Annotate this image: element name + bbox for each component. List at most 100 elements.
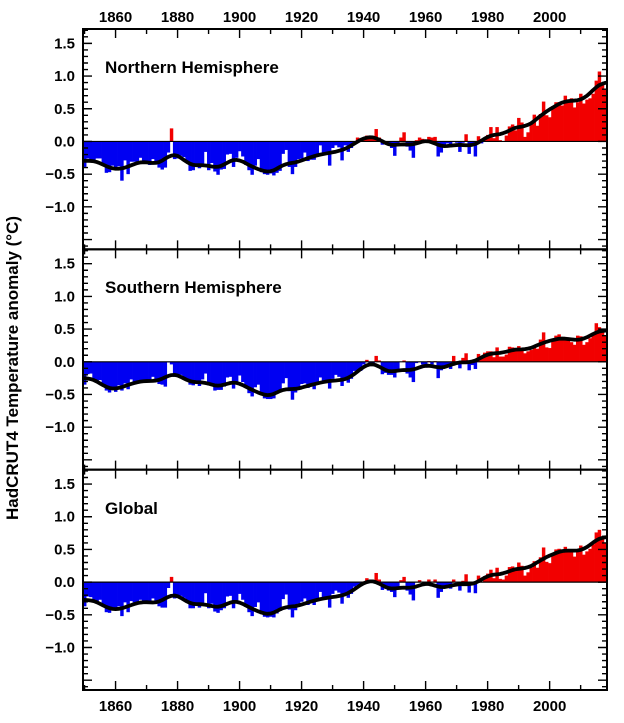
bar xyxy=(532,346,537,362)
bar xyxy=(300,582,304,602)
bar xyxy=(535,125,540,142)
bar xyxy=(250,141,254,175)
bar xyxy=(101,361,106,386)
bar xyxy=(433,136,437,142)
bar xyxy=(83,582,87,607)
bar xyxy=(430,137,434,142)
bar xyxy=(194,141,199,165)
bar xyxy=(83,361,87,385)
bar xyxy=(554,549,558,583)
bar xyxy=(417,137,422,142)
bar xyxy=(92,582,96,600)
bar xyxy=(318,361,323,378)
bar xyxy=(296,141,301,160)
y-tick-label: 1.0 xyxy=(54,288,75,305)
bar xyxy=(309,141,313,160)
bar xyxy=(473,141,478,157)
bar xyxy=(498,578,502,583)
bar xyxy=(222,582,226,609)
bar xyxy=(554,335,558,362)
bar xyxy=(346,361,350,383)
bar xyxy=(461,357,465,362)
bar xyxy=(368,138,372,142)
bar xyxy=(591,93,595,142)
bar xyxy=(510,124,515,142)
bar xyxy=(358,361,363,371)
bar xyxy=(197,361,202,386)
bar xyxy=(269,141,273,174)
bar xyxy=(306,141,310,162)
bar xyxy=(461,580,465,583)
bar xyxy=(231,582,236,609)
bar xyxy=(210,141,214,164)
axes-frame xyxy=(82,468,608,692)
bar xyxy=(309,582,313,604)
y-tick-label: 0.0 xyxy=(54,133,75,150)
bar xyxy=(132,582,137,603)
bar xyxy=(427,136,431,142)
bar xyxy=(337,582,341,593)
bar xyxy=(247,141,251,171)
bar xyxy=(315,361,319,383)
bar xyxy=(492,578,496,583)
bar xyxy=(98,141,102,159)
bar xyxy=(324,141,329,154)
bar xyxy=(405,361,409,374)
panel-global: 1.5 1.0 0.5 0.0 −0.5 −1.0 1860 1880 1900 1920 1940… xyxy=(45,468,608,715)
bar xyxy=(234,361,239,383)
bar xyxy=(225,141,230,155)
bar xyxy=(513,130,518,142)
bar xyxy=(569,98,574,142)
x-tick-label: 1860 xyxy=(99,9,132,26)
bar xyxy=(557,334,561,362)
bar xyxy=(563,336,568,362)
bar xyxy=(591,333,595,362)
bar xyxy=(219,141,223,170)
bar xyxy=(312,582,316,605)
bar xyxy=(188,361,192,385)
bar xyxy=(160,361,164,385)
x-tick-label: 1900 xyxy=(223,698,256,715)
bar xyxy=(203,361,208,374)
panel-title-southern-hemisphere: Southern Hemisphere xyxy=(105,278,282,297)
bar xyxy=(160,582,164,608)
bar xyxy=(458,582,462,591)
bar xyxy=(507,346,512,362)
bar xyxy=(269,582,273,617)
bar xyxy=(306,361,310,388)
bar xyxy=(464,353,468,362)
bar xyxy=(340,582,344,604)
bar xyxy=(272,141,276,176)
bar xyxy=(504,575,509,583)
x-tick-label: 1940 xyxy=(347,9,380,26)
bar xyxy=(200,582,205,604)
bar xyxy=(151,361,155,377)
bar xyxy=(163,361,168,387)
bar xyxy=(436,361,440,379)
bar xyxy=(566,549,571,583)
y-tick-label: 1.0 xyxy=(54,509,75,526)
bar xyxy=(182,582,186,598)
bar xyxy=(582,554,586,583)
bar xyxy=(157,361,161,385)
x-tick-labels-top: 1860 1880 1900 1920 1940 1960 1980 2000 xyxy=(99,9,566,26)
bar xyxy=(213,582,217,612)
bar xyxy=(172,141,177,160)
bar xyxy=(548,117,552,142)
bar xyxy=(312,361,316,390)
bar xyxy=(259,141,264,173)
y-tick-label: −0.5 xyxy=(45,166,75,183)
bar xyxy=(594,323,599,362)
bar xyxy=(479,358,484,362)
x-tick-label: 1920 xyxy=(285,698,318,715)
bar xyxy=(160,141,164,170)
bar xyxy=(331,141,335,148)
bar xyxy=(107,141,112,173)
annual-bars xyxy=(83,529,607,618)
bar xyxy=(110,582,115,608)
bar xyxy=(135,361,140,384)
bar xyxy=(442,361,447,368)
bar xyxy=(216,361,220,390)
bar xyxy=(510,347,515,362)
bar xyxy=(541,547,546,583)
